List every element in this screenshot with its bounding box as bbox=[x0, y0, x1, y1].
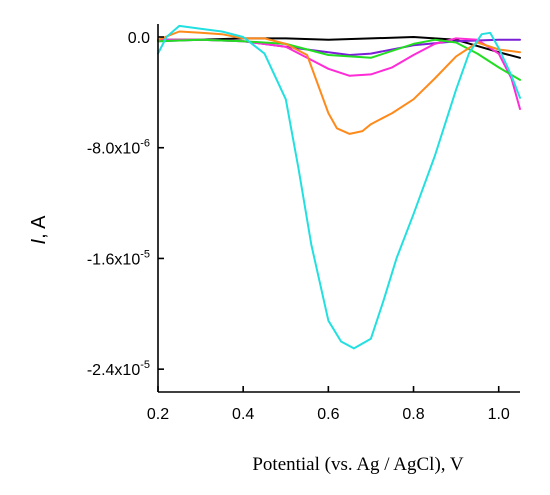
y-tick-label: 0.0 bbox=[128, 30, 150, 47]
x-tick-label: 0.2 bbox=[147, 406, 169, 423]
series-line-5 bbox=[157, 30, 521, 135]
y-axis-title: I, A bbox=[28, 215, 50, 245]
y-ticks: 0.0 -8.0x10-6 -1.6x10-5 -2.4x10-5 bbox=[87, 30, 164, 379]
x-tick-label: 0.4 bbox=[232, 406, 254, 423]
x-tick-label: 1.0 bbox=[488, 406, 510, 423]
series-line-4 bbox=[157, 38, 521, 81]
y-tick-label: -8.0x10-6 bbox=[87, 138, 150, 158]
y-tick-label: -2.4x10-5 bbox=[87, 359, 150, 379]
x-tick-label: 0.8 bbox=[402, 406, 424, 423]
x-ticks: 0.2 0.4 0.6 0.8 1.0 bbox=[147, 386, 510, 423]
series-line-1 bbox=[157, 36, 521, 59]
x-tick-label: 0.6 bbox=[317, 406, 339, 423]
series-layer bbox=[157, 24, 521, 350]
plot-area: 0.0 -8.0x10-6 -1.6x10-5 -2.4x10-5 0.2 0.4 0.6… bbox=[87, 24, 521, 423]
x-axis-title: Potential (vs. Ag / AgCl), V bbox=[252, 454, 464, 475]
y-tick-label: -1.6x10-5 bbox=[87, 248, 150, 268]
series-line-6 bbox=[157, 24, 521, 350]
